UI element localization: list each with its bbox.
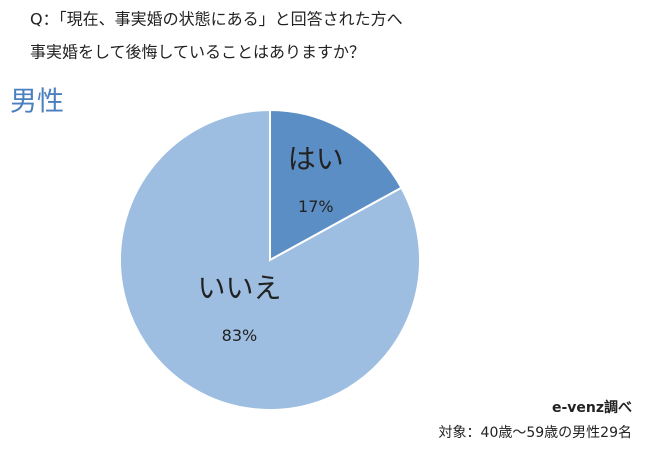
slice-category: いいえ <box>197 272 281 305</box>
source: e-venz調べ <box>552 399 632 416</box>
title-line: Q：「現在、事実婚の状態にある」と回答された方へ <box>30 10 403 29</box>
slice-category: はい <box>288 143 344 176</box>
title-line: 事実婚をして後悔していることはありますか？ <box>30 43 365 62</box>
slice-value-label: 17% <box>298 197 334 216</box>
pie-slice <box>269 108 403 262</box>
note: 対象：40歳〜59歳の男性29名 <box>439 425 632 441</box>
slice-value-label: 83% <box>222 326 258 345</box>
subtitle: 男性 <box>10 87 64 118</box>
pie-slice <box>119 108 421 411</box>
